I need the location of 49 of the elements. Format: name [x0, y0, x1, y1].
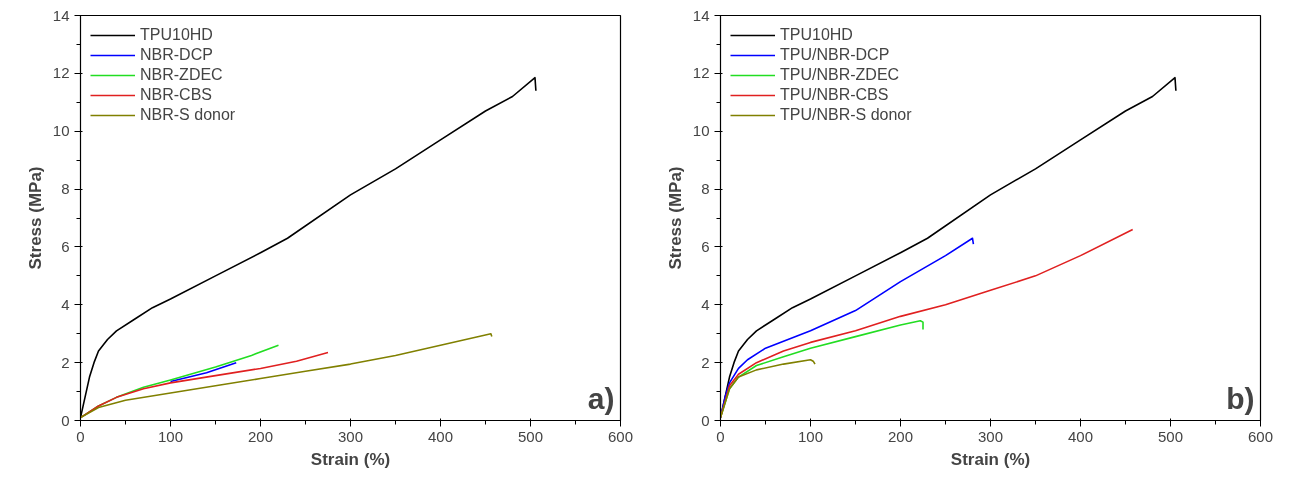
y-tick-label: 4 — [701, 295, 710, 313]
y-tick-label: 2 — [701, 353, 710, 371]
y-tick-label: 8 — [61, 180, 70, 198]
x-axis-title: Strain (%) — [310, 449, 391, 469]
legend-label: NBR-S donor — [140, 106, 236, 124]
x-tick-label: 300 — [337, 427, 364, 445]
legend-label: TPU10HD — [140, 26, 213, 44]
y-tick-label: 6 — [61, 237, 70, 255]
x-tick-label: 500 — [517, 427, 544, 445]
y-axis-title: Stress (MPa) — [665, 166, 685, 270]
x-tick-label: 600 — [1247, 427, 1274, 445]
legend-label: TPU/NBR-S donor — [780, 106, 912, 124]
annotation: a) — [587, 381, 615, 415]
annotation: b) — [1226, 381, 1255, 415]
y-axis-title: Stress (MPa) — [25, 166, 45, 270]
y-tick-label: 10 — [692, 122, 710, 140]
x-tick-label: 300 — [977, 427, 1004, 445]
y-tick-label: 4 — [61, 295, 70, 313]
y-tick-label: 12 — [692, 64, 710, 82]
y-tick-label: 14 — [692, 6, 710, 24]
y-tick-label: 10 — [52, 122, 70, 140]
line-series — [80, 332, 493, 419]
y-tick-label: 8 — [701, 180, 710, 198]
y-tick-label: 6 — [701, 237, 710, 255]
legend-label: TPU/NBR-DCP — [780, 46, 890, 64]
x-tick-label: 200 — [247, 427, 274, 445]
y-tick-label: 2 — [61, 353, 70, 371]
line-series — [80, 351, 329, 419]
x-tick-label: 100 — [157, 427, 184, 445]
y-tick-label: 12 — [52, 64, 70, 82]
legend-label: NBR-ZDEC — [140, 66, 223, 84]
y-tick-label: 14 — [52, 6, 70, 24]
line-series — [720, 358, 816, 419]
x-tick-label: 200 — [887, 427, 914, 445]
x-tick-label: 600 — [607, 427, 634, 445]
y-tick-label: 0 — [701, 411, 710, 429]
x-tick-label: 0 — [76, 427, 85, 445]
legend-label: TPU/NBR-ZDEC — [780, 66, 900, 84]
x-tick-label: 100 — [797, 427, 824, 445]
x-tick-label: 400 — [427, 427, 454, 445]
legend-label: NBR-CBS — [140, 86, 213, 104]
x-tick-label: 0 — [716, 427, 725, 445]
x-tick-label: 400 — [1067, 427, 1094, 445]
x-axis-title: Strain (%) — [950, 449, 1031, 469]
legend-label: NBR-DCP — [140, 46, 213, 64]
y-tick-label: 0 — [61, 411, 70, 429]
legend-label: TPU/NBR-CBS — [780, 86, 889, 104]
x-tick-label: 500 — [1157, 427, 1184, 445]
legend-label: TPU10HD — [780, 26, 853, 44]
